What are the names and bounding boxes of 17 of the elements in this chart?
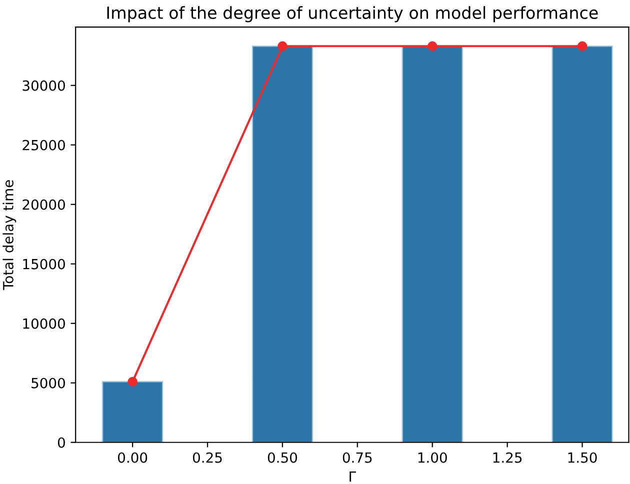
y-tick-label: 15000 xyxy=(23,258,65,270)
x-tick-label: 0.50 xyxy=(268,452,298,463)
x-tick-label: 1.00 xyxy=(418,452,447,463)
y-tick-label: 0 xyxy=(58,437,65,448)
x-tick-label: 0.00 xyxy=(118,452,148,463)
y-tick-label: 10000 xyxy=(23,318,65,329)
y-tick-label: 30000 xyxy=(22,80,65,91)
x-tick-label: 1.25 xyxy=(493,452,522,463)
x-axis-title: Γ xyxy=(350,472,356,482)
chart-title: Impact of the degree of uncertainty on model performance xyxy=(107,6,598,22)
x-tick-label: 0.25 xyxy=(192,452,222,463)
y-tick-label: 5000 xyxy=(32,378,65,388)
x-tick-label: 1.50 xyxy=(568,452,597,463)
y-axis-title: Total delay time xyxy=(2,180,16,290)
y-tick-label: 25000 xyxy=(22,140,65,150)
y-tick-label: 20000 xyxy=(22,199,65,210)
x-tick-label: 0.75 xyxy=(342,452,372,463)
